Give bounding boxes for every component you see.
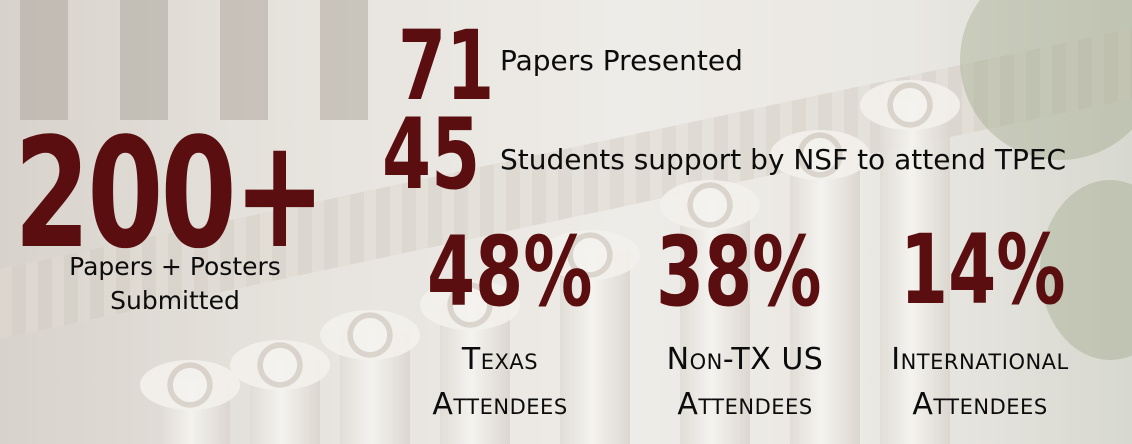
international-percent: 14% bbox=[900, 214, 1066, 326]
texas-percent: 48% bbox=[427, 216, 593, 328]
non-tx-label-line2: Attendees bbox=[677, 387, 813, 422]
non-tx-percent: 38% bbox=[656, 216, 822, 328]
texas-label-line1: Texas bbox=[461, 342, 539, 377]
submitted-label-line2: Submitted bbox=[110, 285, 240, 315]
non-tx-label: Non-TX US Attendees bbox=[640, 337, 850, 427]
texas-label-line2: Attendees bbox=[432, 387, 568, 422]
submitted-count: 200+ bbox=[14, 105, 326, 282]
international-label-line1: International bbox=[891, 342, 1069, 377]
international-label: International Attendees bbox=[860, 337, 1100, 427]
texas-label: Texas Attendees bbox=[405, 337, 595, 427]
presented-count: 71 bbox=[398, 10, 495, 122]
nsf-label: Students support by NSF to attend TPEC bbox=[500, 143, 1067, 176]
nsf-count: 45 bbox=[382, 98, 481, 212]
submitted-label: Papers + Posters Submitted bbox=[30, 250, 320, 318]
international-label-line2: Attendees bbox=[912, 387, 1048, 422]
non-tx-label-line1: Non-TX US bbox=[666, 342, 824, 377]
submitted-label-line1: Papers + Posters bbox=[69, 252, 281, 281]
presented-label: Papers Presented bbox=[500, 44, 743, 77]
